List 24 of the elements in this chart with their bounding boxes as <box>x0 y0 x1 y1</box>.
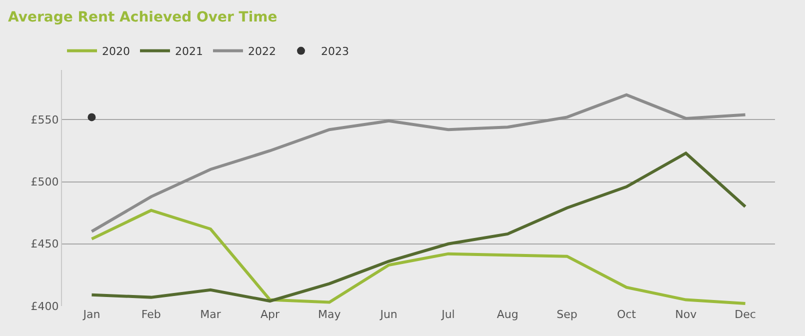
chart-title: Average Rent Achieved Over Time <box>8 10 278 26</box>
x-tick-label: Jul <box>440 308 455 321</box>
x-tick-label: Sep <box>556 308 578 321</box>
x-tick-label: Jun <box>379 308 398 321</box>
legend-label: 2022 <box>248 45 276 58</box>
line-series <box>90 208 747 306</box>
legend-label: 2023 <box>321 45 349 58</box>
x-tick-label: Jan <box>82 308 100 321</box>
legend-label: 2021 <box>175 45 203 58</box>
y-tick-label: £500 <box>30 176 59 189</box>
y-tick-label: £550 <box>30 114 59 127</box>
line-series <box>90 152 747 303</box>
y-tick-label: £450 <box>30 238 59 251</box>
x-tick-label: Nov <box>675 308 698 321</box>
x-tick-label: Mar <box>200 308 222 321</box>
x-tick-label: Feb <box>141 308 161 321</box>
x-tick-label: May <box>318 308 342 321</box>
y-tick-label: £400 <box>30 300 59 313</box>
x-tick-label: Oct <box>616 308 637 321</box>
line-series <box>90 93 747 233</box>
x-tick-label: Apr <box>260 308 280 321</box>
legend-label: 2020 <box>102 45 130 58</box>
x-tick-label: Aug <box>496 308 518 321</box>
x-tick-label: Dec <box>734 308 756 321</box>
